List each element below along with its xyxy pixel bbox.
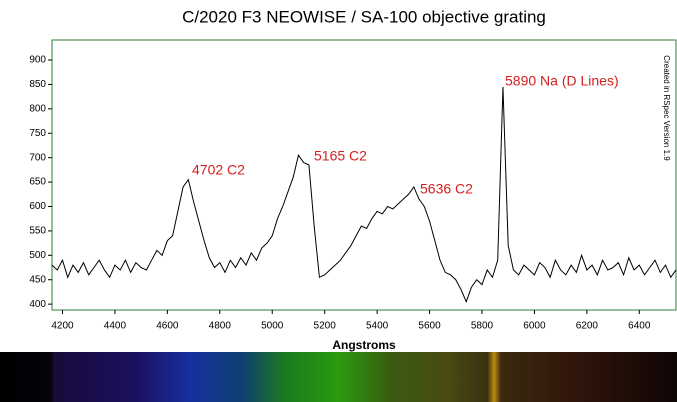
y-tick-label: 700 xyxy=(29,152,46,163)
y-tick-label: 650 xyxy=(29,177,46,188)
y-tick-label: 500 xyxy=(29,250,46,261)
x-tick-label: 5400 xyxy=(366,321,389,332)
y-tick-label: 850 xyxy=(29,79,46,90)
y-tick-label: 550 xyxy=(29,226,46,237)
x-tick-label: 4200 xyxy=(51,321,74,332)
peak-annotation: 5165 C2 xyxy=(314,148,367,164)
side-note: Created in RSpec Version 1.9 xyxy=(662,55,671,161)
y-tick-label: 800 xyxy=(29,103,46,114)
x-tick-label: 4800 xyxy=(209,321,232,332)
y-tick-label: 600 xyxy=(29,201,46,212)
y-tick-label: 400 xyxy=(29,299,46,310)
x-axis-label: Angstroms xyxy=(332,338,396,352)
x-tick-label: 6200 xyxy=(576,321,599,332)
x-tick-label: 4400 xyxy=(104,321,127,332)
x-tick-label: 5000 xyxy=(261,321,284,332)
x-tick-label: 5600 xyxy=(418,321,441,332)
spectrum-line xyxy=(51,86,677,304)
chart-title: C/2020 F3 NEOWISE / SA-100 objective gra… xyxy=(182,7,546,26)
peak-annotation: 5636 C2 xyxy=(420,181,473,197)
x-tick-label: 5800 xyxy=(471,321,494,332)
x-tick-label: 5200 xyxy=(314,321,337,332)
spectrum-strip xyxy=(0,352,677,402)
x-tick-label: 4600 xyxy=(156,321,179,332)
y-tick-label: 750 xyxy=(29,128,46,139)
peak-annotation: 4702 C2 xyxy=(192,162,245,178)
y-tick-label: 450 xyxy=(29,274,46,285)
plot-frame xyxy=(51,39,677,311)
y-tick-label: 900 xyxy=(29,55,46,66)
x-tick-label: 6000 xyxy=(523,321,546,332)
peak-annotation: 5890 Na (D Lines) xyxy=(505,73,619,89)
x-tick-label: 6400 xyxy=(628,321,651,332)
